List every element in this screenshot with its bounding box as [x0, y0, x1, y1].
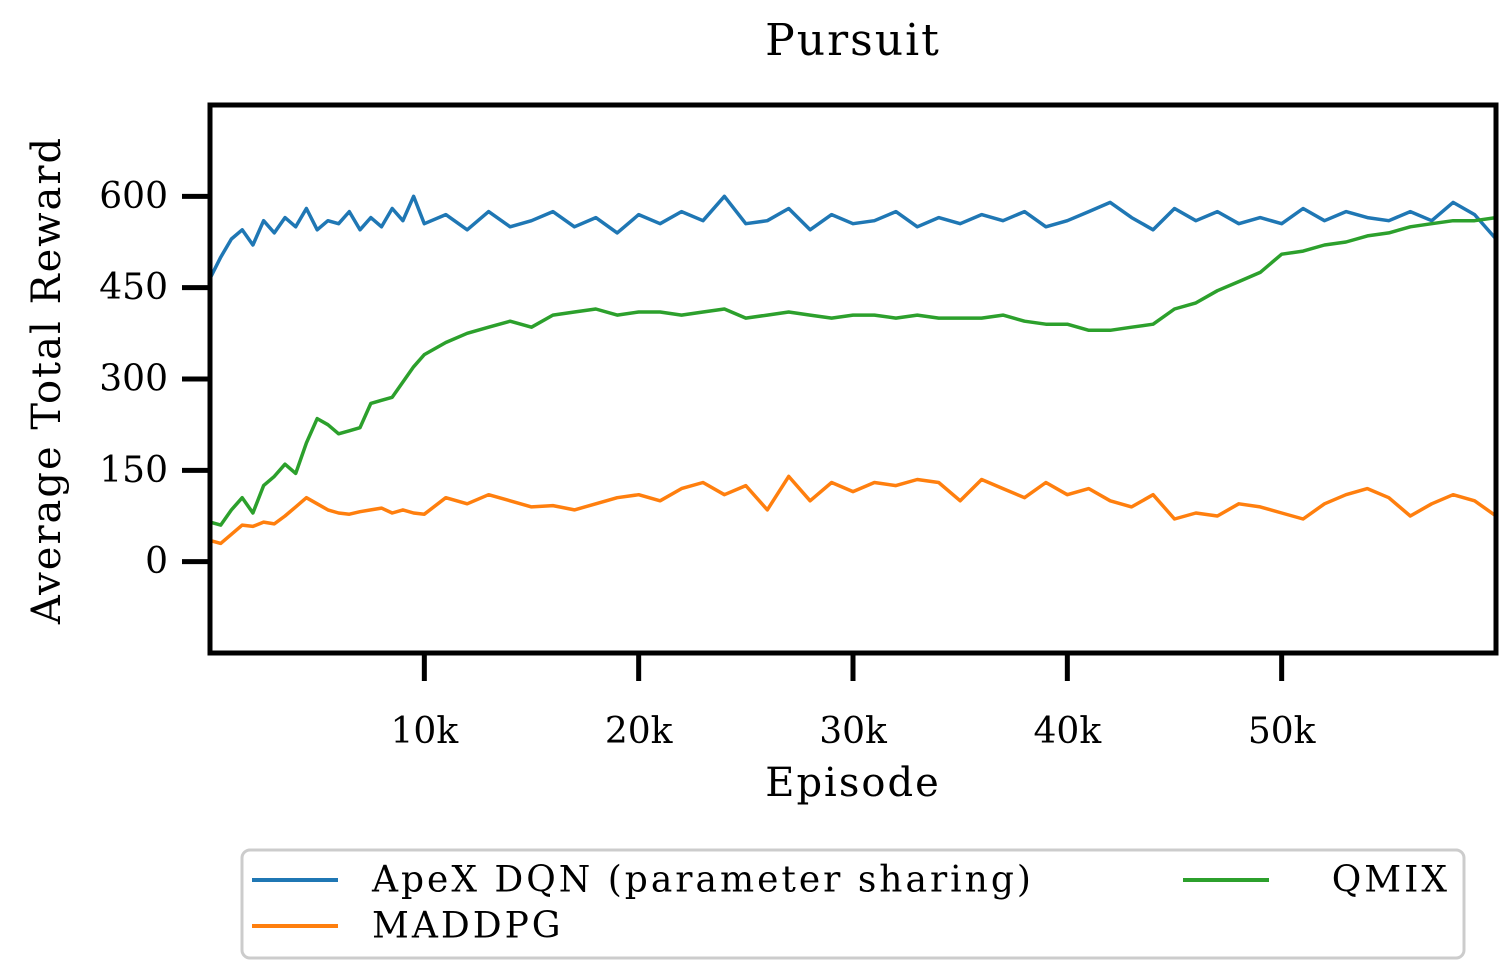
legend-label-0: ApeX DQN (parameter sharing) [371, 860, 1034, 901]
legend-entries: ApeX DQN (parameter sharing) MADDPG QMIX [252, 860, 1450, 947]
y-tick-label-0: 0 [145, 541, 168, 582]
x-tick-label-0: 10k [391, 711, 460, 752]
y-tick-label-1: 150 [99, 450, 168, 491]
series-layer [208, 194, 1498, 546]
series-line-1 [209, 474, 1498, 546]
ticks-layer: 0 150 300 450 600 10k 20k 30k 40k 50k [99, 176, 1316, 752]
y-tick-label-3: 450 [99, 267, 168, 308]
series-line-0 [208, 194, 1498, 280]
plot-frame [207, 102, 1499, 656]
chart-title: Pursuit [765, 15, 941, 66]
y-tick-label-4: 600 [99, 176, 168, 217]
legend-label-2: QMIX [1332, 860, 1450, 901]
series-line-2 [209, 215, 1497, 527]
y-axis-label-text: Average Total Reward [24, 136, 70, 625]
y-tick-label-2: 300 [99, 359, 168, 400]
x-tick-label-4: 50k [1248, 711, 1317, 752]
x-axis-label: Episode [765, 760, 940, 806]
x-tick-label-1: 20k [605, 711, 674, 752]
y-axis-label: Average Total Reward [24, 136, 70, 625]
x-tick-label-2: 30k [819, 711, 888, 752]
x-tick-label-3: 40k [1034, 711, 1103, 752]
legend: ApeX DQN (parameter sharing) MADDPG QMIX [240, 848, 1466, 960]
legend-box [240, 848, 1466, 960]
legend-label-1: MADDPG [372, 906, 564, 947]
